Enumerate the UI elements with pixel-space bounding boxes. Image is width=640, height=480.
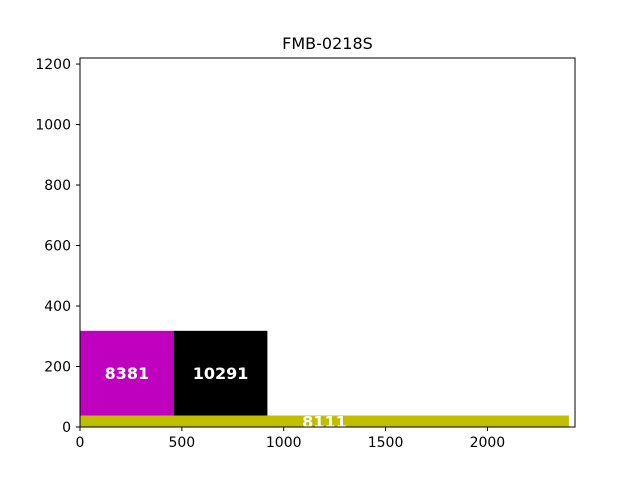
- x-tick-label: 2000: [470, 435, 506, 451]
- x-tick-label: 1000: [266, 435, 302, 451]
- treemap-block-label: 8381: [105, 364, 150, 383]
- x-axis: 0 500 1000 1500 2000: [76, 427, 506, 451]
- treemap-blocks: [80, 330, 569, 427]
- y-tick-label: 400: [44, 299, 71, 315]
- y-tick-label: 600: [44, 239, 71, 255]
- chart-title: FMB-0218S: [282, 34, 373, 53]
- treemap-block: [173, 330, 268, 416]
- x-tick-label: 0: [76, 435, 85, 451]
- y-axis: 0 200 400 600 800 1000 1200: [35, 57, 80, 436]
- y-tick-label: 200: [44, 360, 71, 376]
- treemap-block-label: 8111: [302, 412, 347, 431]
- x-tick-label: 500: [168, 435, 195, 451]
- y-tick-label: 1200: [35, 57, 71, 73]
- treemap-block: [80, 415, 569, 427]
- x-tick-label: 1500: [368, 435, 404, 451]
- y-tick-label: 0: [62, 420, 71, 436]
- plot-frame: [79, 57, 576, 428]
- treemap-block-label: 10291: [193, 364, 249, 383]
- y-tick-label: 1000: [35, 118, 71, 134]
- treemap-block: [80, 330, 174, 416]
- y-tick-label: 800: [44, 178, 71, 194]
